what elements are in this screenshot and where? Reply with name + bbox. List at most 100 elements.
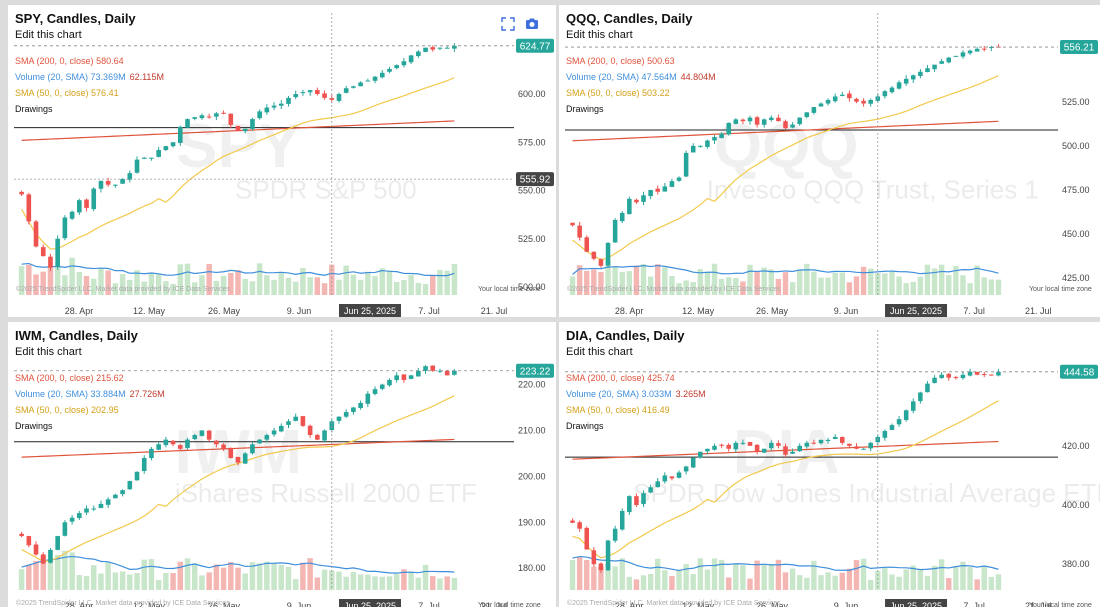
volume-bar: [112, 572, 119, 590]
volume-bar: [740, 565, 746, 590]
candle-body: [77, 200, 82, 213]
y-tick-label: 420.00: [1062, 441, 1090, 451]
volume-bar: [619, 558, 625, 590]
volume-bar: [789, 568, 796, 590]
volume-bar: [740, 281, 746, 295]
candle-body: [747, 117, 753, 122]
edit-chart-link[interactable]: Edit this chart: [566, 29, 633, 41]
candle-body: [315, 434, 320, 440]
candle-body: [747, 442, 753, 446]
volume-bar: [747, 578, 753, 590]
edit-chart-link[interactable]: Edit this chart: [566, 346, 633, 358]
volume-bar: [242, 278, 248, 295]
candle-body: [343, 88, 349, 93]
volume-bar: [278, 564, 285, 590]
volume-bar: [220, 567, 227, 590]
volume-bar: [26, 264, 32, 295]
volume-bar: [357, 574, 364, 590]
candle-body: [598, 563, 604, 571]
volume-sma-line: [572, 555, 999, 572]
volume-bar: [882, 568, 888, 590]
volume-bar: [90, 565, 97, 590]
candle-body: [199, 430, 205, 436]
chart-panel-spy[interactable]: SPY SPDR S&P 500 624.77 555.92 600.00 575.00 5…: [8, 5, 556, 317]
candle-body: [776, 117, 781, 122]
candle-body: [605, 540, 611, 571]
volume-bar: [839, 572, 845, 590]
candle-body: [206, 116, 212, 118]
volume-bar: [163, 573, 169, 590]
drawings-label: Drawings: [15, 104, 53, 114]
legend-sma50: SMA (50, 0, close) 576.41: [15, 88, 119, 98]
expand-icon[interactable]: [501, 17, 515, 31]
candle-body: [69, 517, 75, 522]
candle-body: [62, 217, 68, 239]
x-tick-label: 28. Apr: [65, 306, 94, 316]
candle-body: [437, 47, 443, 49]
volume-bar: [711, 263, 718, 295]
volume-bar: [357, 279, 364, 295]
candle-body: [387, 379, 392, 386]
volume-bar: [177, 561, 184, 590]
candle-body: [177, 445, 183, 449]
candle-body: [783, 121, 788, 129]
chart-panel-iwm[interactable]: IWM iShares Russell 2000 ETF 223.22 220.00 2…: [8, 322, 556, 607]
candle-body: [967, 50, 973, 54]
candle-body: [868, 442, 873, 449]
volume-bar: [733, 277, 739, 295]
volume-bar: [105, 270, 111, 295]
candle-body: [726, 444, 731, 449]
chart-panel-dia[interactable]: DIA SPDR Dow Jones Industrial Average ETF…: [559, 322, 1100, 607]
candle-body: [825, 439, 831, 441]
volume-bar: [882, 273, 888, 295]
y-tick-label: 525.00: [518, 234, 546, 244]
candle-body: [676, 177, 682, 181]
legend-sma200: SMA (200, 0, close) 425.74: [566, 373, 675, 383]
camera-icon[interactable]: [525, 17, 539, 31]
volume-bar: [953, 566, 959, 590]
volume-bar: [54, 265, 61, 295]
volume-bar: [98, 267, 104, 295]
candle-body: [946, 57, 952, 63]
chart-title: DIA, Candles, Daily: [566, 328, 685, 343]
volume-bar: [350, 572, 357, 590]
edit-chart-link[interactable]: Edit this chart: [15, 346, 82, 358]
edit-chart-link[interactable]: Edit this chart: [15, 29, 82, 41]
candle-body: [790, 451, 795, 454]
x-tick-label: 28. Apr: [65, 601, 94, 607]
candle-body: [315, 90, 320, 95]
candle-body: [257, 439, 262, 444]
candle-body: [790, 124, 795, 128]
candle-body: [868, 99, 873, 104]
volume-bar: [853, 560, 860, 590]
volume-bar: [76, 272, 83, 295]
volume-bar: [220, 275, 227, 295]
candle-body: [840, 437, 845, 443]
volume-bar: [647, 574, 654, 590]
candle-body: [365, 80, 371, 82]
volume-bar: [148, 272, 155, 295]
volume-bar: [155, 274, 162, 295]
candle-body: [733, 119, 739, 124]
volume-bar: [718, 278, 725, 295]
candle-body: [300, 92, 306, 94]
candle-body: [903, 78, 909, 84]
volume-bar: [33, 274, 39, 295]
volume-bar: [343, 576, 349, 590]
timezone-label: Your local time zone: [1029, 602, 1092, 607]
price-tag-bg: [1060, 40, 1098, 55]
candle-body: [811, 442, 817, 444]
candle-body: [278, 425, 284, 432]
x-tick-label: 9. Jun: [287, 306, 312, 316]
volume-bar: [336, 279, 342, 295]
chart-panel-qqq[interactable]: QQQ Invesco QQQ Trust, Series 1 556.21 525.…: [559, 5, 1100, 317]
volume-bar: [981, 277, 987, 295]
volume-bar: [256, 263, 263, 295]
candle-body: [981, 48, 987, 50]
volume-bar: [386, 270, 393, 295]
volume-bar: [655, 264, 661, 295]
